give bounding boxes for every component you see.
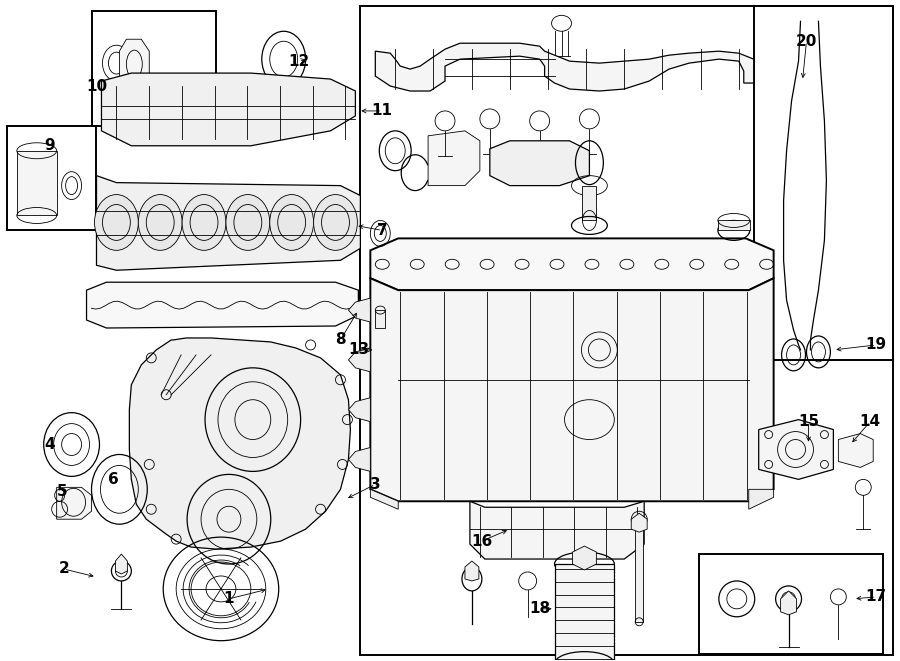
Text: 12: 12 (288, 54, 310, 69)
Polygon shape (86, 282, 358, 328)
Text: 7: 7 (377, 223, 388, 238)
Text: 18: 18 (529, 602, 550, 616)
Polygon shape (470, 501, 644, 559)
Text: 1: 1 (224, 592, 234, 606)
Polygon shape (130, 338, 350, 549)
Polygon shape (572, 546, 597, 570)
Polygon shape (631, 513, 647, 532)
Bar (635, 527, 644, 622)
Bar (718, 221, 750, 231)
Polygon shape (17, 151, 57, 215)
Ellipse shape (270, 194, 313, 251)
Ellipse shape (313, 194, 357, 251)
Polygon shape (759, 420, 833, 479)
Polygon shape (57, 487, 92, 519)
Text: 8: 8 (335, 332, 346, 348)
Polygon shape (348, 348, 370, 372)
Text: 13: 13 (347, 342, 369, 358)
Ellipse shape (182, 194, 226, 251)
Text: 14: 14 (860, 414, 881, 429)
Bar (375, 310, 385, 328)
Ellipse shape (226, 194, 270, 251)
Polygon shape (839, 434, 873, 467)
Bar (92, 11, 216, 126)
Polygon shape (370, 489, 398, 509)
Text: 2: 2 (58, 561, 69, 576)
Ellipse shape (139, 194, 182, 251)
Text: 5: 5 (57, 484, 67, 499)
Polygon shape (120, 39, 149, 89)
Bar (699, 554, 883, 654)
Bar (753, 7, 893, 360)
Text: 11: 11 (372, 103, 392, 118)
Polygon shape (749, 489, 774, 509)
Polygon shape (115, 554, 128, 574)
Polygon shape (96, 176, 360, 270)
Text: 19: 19 (866, 337, 886, 352)
Bar (360, 7, 893, 654)
Polygon shape (780, 591, 796, 615)
Polygon shape (348, 398, 370, 422)
Polygon shape (348, 298, 370, 322)
Text: 4: 4 (44, 437, 55, 452)
Polygon shape (370, 278, 774, 501)
Ellipse shape (554, 652, 615, 661)
Polygon shape (102, 73, 356, 146)
Polygon shape (465, 561, 479, 581)
Text: 15: 15 (798, 414, 819, 429)
Text: 10: 10 (86, 79, 107, 94)
Polygon shape (348, 447, 370, 471)
Text: 17: 17 (866, 590, 886, 604)
Polygon shape (370, 239, 774, 290)
Text: 6: 6 (108, 472, 119, 487)
Text: 20: 20 (796, 34, 817, 49)
Text: 9: 9 (44, 138, 55, 153)
Text: 16: 16 (472, 533, 492, 549)
Text: 3: 3 (370, 477, 381, 492)
Polygon shape (490, 141, 590, 186)
Polygon shape (428, 131, 480, 186)
Ellipse shape (94, 194, 139, 251)
Polygon shape (375, 43, 753, 91)
Bar (582, 186, 597, 221)
Bar (7, 126, 96, 231)
Bar (554, 564, 615, 661)
